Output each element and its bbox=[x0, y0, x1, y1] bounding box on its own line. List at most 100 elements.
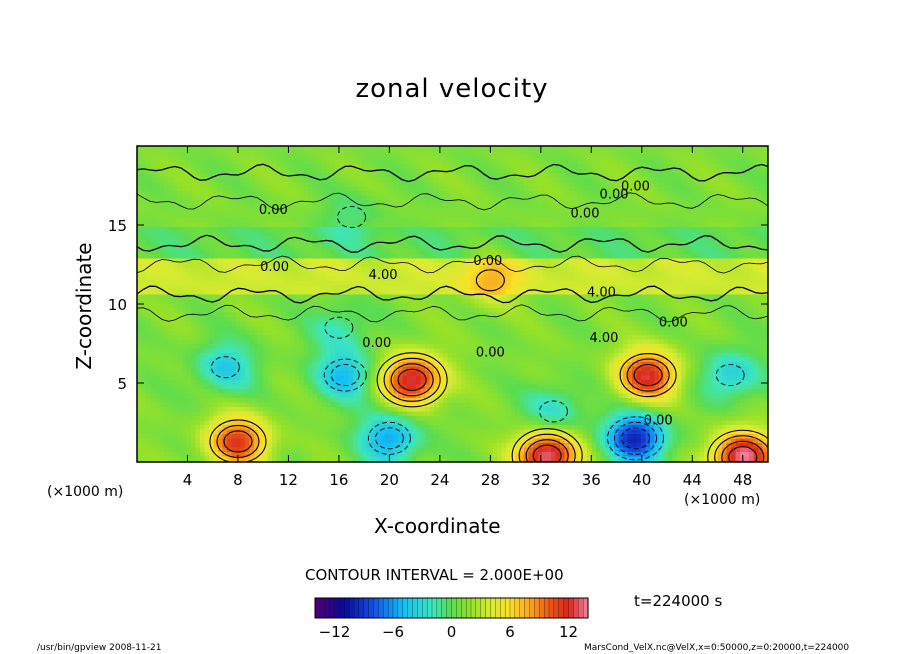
heatmap-cell bbox=[200, 186, 206, 192]
heatmap-cell bbox=[704, 258, 710, 264]
heatmap-cell bbox=[290, 236, 296, 242]
heatmap-cell bbox=[623, 191, 629, 197]
heatmap-cell bbox=[447, 236, 453, 242]
heatmap-cell bbox=[708, 168, 714, 174]
heatmap-cell bbox=[609, 249, 615, 255]
heatmap-cell bbox=[384, 263, 390, 269]
heatmap-cell bbox=[569, 281, 575, 287]
heatmap-cell bbox=[636, 191, 642, 197]
heatmap-cell bbox=[654, 272, 660, 278]
heatmap-cell bbox=[614, 249, 620, 255]
heatmap-cell bbox=[582, 254, 588, 260]
heatmap-cell bbox=[137, 240, 143, 246]
heatmap-cell bbox=[236, 209, 242, 215]
heatmap-cell bbox=[515, 146, 521, 152]
heatmap-cell bbox=[515, 231, 521, 237]
heatmap-cell bbox=[605, 276, 611, 282]
heatmap-cell bbox=[461, 204, 467, 210]
heatmap-cell bbox=[285, 254, 291, 260]
heatmap-cell bbox=[627, 263, 633, 269]
heatmap-cell bbox=[371, 218, 377, 224]
heatmap-cell bbox=[726, 267, 732, 273]
heatmap-cell bbox=[254, 200, 260, 206]
heatmap-cell bbox=[618, 299, 624, 305]
heatmap-cell bbox=[164, 164, 170, 170]
heatmap-cell bbox=[506, 204, 512, 210]
heatmap-cell bbox=[204, 272, 210, 278]
heatmap-cell bbox=[555, 150, 561, 156]
heatmap-cell bbox=[731, 276, 737, 282]
heatmap-cell bbox=[515, 267, 521, 273]
heatmap-cell bbox=[213, 263, 219, 269]
heatmap-cell bbox=[686, 281, 692, 287]
heatmap-cell bbox=[389, 290, 395, 296]
heatmap-cell bbox=[627, 285, 633, 291]
heatmap-cell bbox=[384, 222, 390, 228]
heatmap-cell bbox=[164, 213, 170, 219]
heatmap-cell bbox=[519, 155, 525, 161]
heatmap-cell bbox=[150, 204, 156, 210]
heatmap-cell bbox=[218, 249, 224, 255]
heatmap-cell bbox=[600, 294, 606, 300]
heatmap-cell bbox=[317, 245, 323, 251]
heatmap-cell bbox=[357, 191, 363, 197]
heatmap-cell bbox=[560, 155, 566, 161]
heatmap-cell bbox=[461, 263, 467, 269]
heatmap-cell bbox=[443, 267, 449, 273]
heatmap-cell bbox=[497, 186, 503, 192]
heatmap-cell bbox=[303, 213, 309, 219]
heatmap-cell bbox=[416, 204, 422, 210]
heatmap-cell bbox=[686, 267, 692, 273]
heatmap-cell bbox=[330, 285, 336, 291]
heatmap-cell bbox=[479, 173, 485, 179]
heatmap-cell bbox=[659, 299, 665, 305]
heatmap-cell bbox=[285, 200, 291, 206]
heatmap-cell bbox=[447, 186, 453, 192]
heatmap-cell bbox=[344, 150, 350, 156]
heatmap-cell bbox=[326, 245, 332, 251]
heatmap-cell bbox=[456, 254, 462, 260]
heatmap-cell bbox=[537, 168, 543, 174]
heatmap-cell bbox=[182, 146, 188, 152]
heatmap-cell bbox=[623, 299, 629, 305]
heatmap-cell bbox=[141, 294, 147, 300]
heatmap-cell bbox=[321, 150, 327, 156]
heatmap-cell bbox=[317, 173, 323, 179]
heatmap-cell bbox=[272, 245, 278, 251]
heatmap-cell bbox=[618, 263, 624, 269]
heatmap-cell bbox=[636, 276, 642, 282]
heatmap-cell bbox=[245, 245, 251, 251]
heatmap-cell bbox=[353, 263, 359, 269]
heatmap-cell bbox=[186, 263, 192, 269]
heatmap-cell bbox=[758, 204, 764, 210]
heatmap-cell bbox=[668, 186, 674, 192]
heatmap-cell bbox=[344, 191, 350, 197]
heatmap-cell bbox=[758, 294, 764, 300]
heatmap-cell bbox=[263, 155, 269, 161]
heatmap-cell bbox=[308, 249, 314, 255]
heatmap-cell bbox=[762, 209, 768, 215]
heatmap-cell bbox=[195, 159, 201, 165]
heatmap-cell bbox=[623, 227, 629, 233]
heatmap-cell bbox=[330, 299, 336, 305]
heatmap-cell bbox=[704, 231, 710, 237]
heatmap-cell bbox=[591, 254, 597, 260]
heatmap-cell bbox=[690, 240, 696, 246]
heatmap-cell bbox=[524, 281, 530, 287]
heatmap-cell bbox=[551, 281, 557, 287]
heatmap-cell bbox=[735, 173, 741, 179]
heatmap-cell bbox=[708, 173, 714, 179]
heatmap-cell bbox=[483, 254, 489, 260]
heatmap-cell bbox=[587, 231, 593, 237]
heatmap-cell bbox=[641, 159, 647, 165]
heatmap-cell bbox=[618, 240, 624, 246]
heatmap-cell bbox=[587, 281, 593, 287]
heatmap-cell bbox=[402, 182, 408, 188]
heatmap-cell bbox=[186, 240, 192, 246]
heatmap-cell bbox=[641, 272, 647, 278]
heatmap-cell bbox=[618, 254, 624, 260]
heatmap-cell bbox=[537, 276, 543, 282]
heatmap-cell bbox=[542, 182, 548, 188]
heatmap-cell bbox=[366, 222, 372, 228]
heatmap-cell bbox=[258, 303, 264, 309]
